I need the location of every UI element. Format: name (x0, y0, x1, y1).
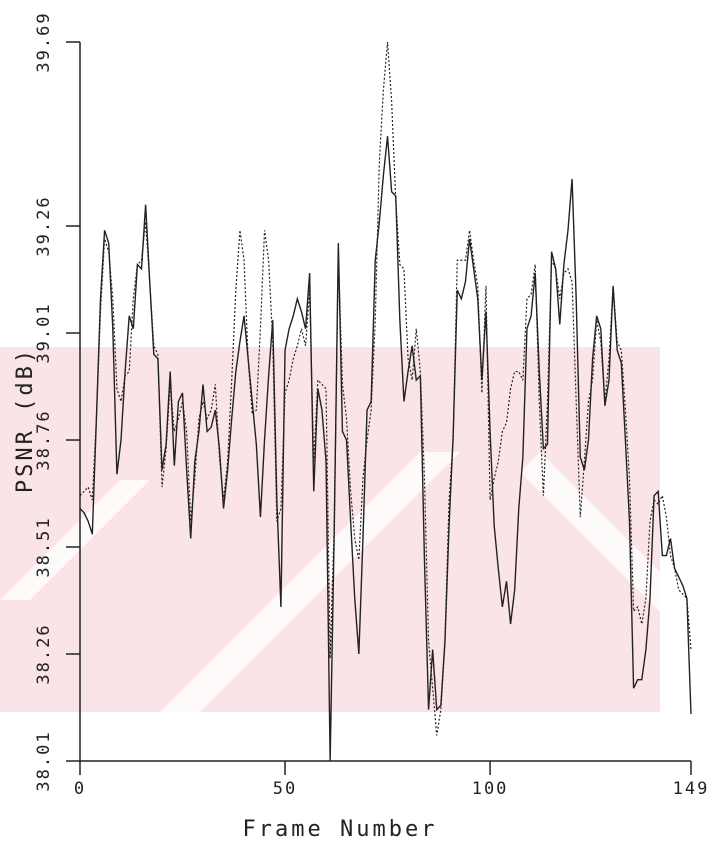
x-tick-label: 50 (273, 779, 297, 799)
y-tick-label: 39.69 (34, 11, 54, 72)
y-tick-label: 38.76 (34, 409, 54, 470)
y-tick-label: 38.26 (34, 623, 54, 684)
chart: Frame Number PSNR (dB) 38.0138.2638.5138… (0, 0, 710, 848)
y-tick-label: 39.26 (34, 195, 54, 256)
x-tick-label: 100 (472, 779, 509, 799)
y-tick-label: 38.51 (34, 516, 54, 577)
x-axis-title: Frame Number (243, 817, 438, 842)
y-tick-label: 39.01 (34, 302, 54, 363)
x-tick-label: 149 (673, 779, 710, 799)
y-tick-label: 38.01 (34, 730, 54, 791)
x-tick-label: 0 (74, 779, 86, 799)
